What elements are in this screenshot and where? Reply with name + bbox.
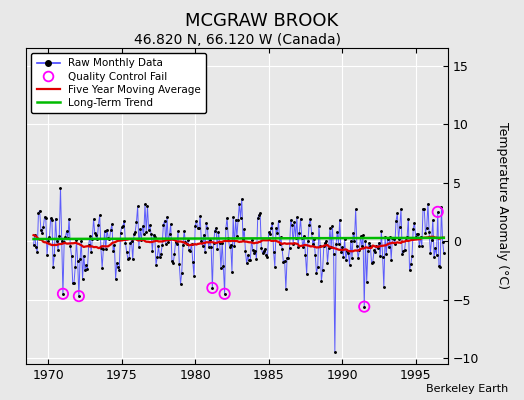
Point (433, 209, 442, 215)
Point (360, 304, 368, 310)
Title: 46.820 N, 66.120 W (Canada): 46.820 N, 66.120 W (Canada) (134, 33, 341, 47)
Y-axis label: Temperature Anomaly (°C): Temperature Anomaly (°C) (496, 122, 509, 290)
Text: Berkeley Earth: Berkeley Earth (426, 384, 508, 394)
Legend: Raw Monthly Data, Quality Control Fail, Five Year Moving Average, Long-Term Tren: Raw Monthly Data, Quality Control Fail, … (31, 53, 206, 113)
Point (75, 293, 83, 299)
Text: MCGRAW BROOK: MCGRAW BROOK (185, 12, 339, 30)
Point (59, 290, 67, 297)
Point (208, 285, 216, 291)
Point (221, 290, 229, 297)
